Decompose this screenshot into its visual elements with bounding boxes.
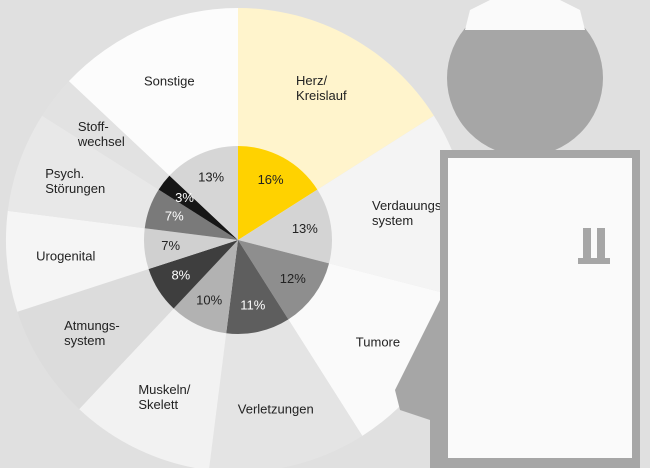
category-label: Stoff- wechsel [77, 118, 125, 149]
category-label: Urogenital [36, 248, 96, 264]
doctor-coat [448, 158, 632, 458]
slice [143, 228, 238, 270]
category-label: Atmungs- system [64, 317, 120, 348]
category-label: Tumore [355, 334, 401, 350]
category-label: Psych. Störungen [45, 166, 106, 197]
category-label: Muskeln/ Skelett [138, 381, 191, 412]
value-label: 8% [171, 268, 190, 283]
category-label: Herz/ Kreislauf [296, 73, 347, 104]
value-label: 7% [165, 209, 184, 224]
slice [148, 240, 238, 309]
value-label: 13% [198, 169, 224, 184]
slice [169, 146, 238, 240]
slice [144, 189, 238, 240]
value-label: 11% [240, 297, 265, 312]
slice [226, 240, 289, 334]
value-label: 3% [175, 190, 194, 205]
slice [238, 189, 332, 264]
pocket-icon [578, 228, 610, 264]
category-label: Verletzungen [237, 401, 314, 417]
category-label: Verdauungs- system [371, 197, 446, 228]
value-label: 10% [196, 293, 222, 308]
value-label: 16% [258, 172, 284, 187]
value-label: 7% [161, 238, 180, 253]
doctor-head [447, 0, 603, 156]
slice [158, 175, 238, 240]
category-label: Sonstige [143, 73, 195, 89]
value-label: 12% [280, 271, 306, 286]
head-band [465, 0, 585, 30]
slice [173, 240, 238, 334]
value-label: 13% [292, 221, 318, 236]
slice [238, 146, 318, 240]
slice [238, 240, 330, 320]
